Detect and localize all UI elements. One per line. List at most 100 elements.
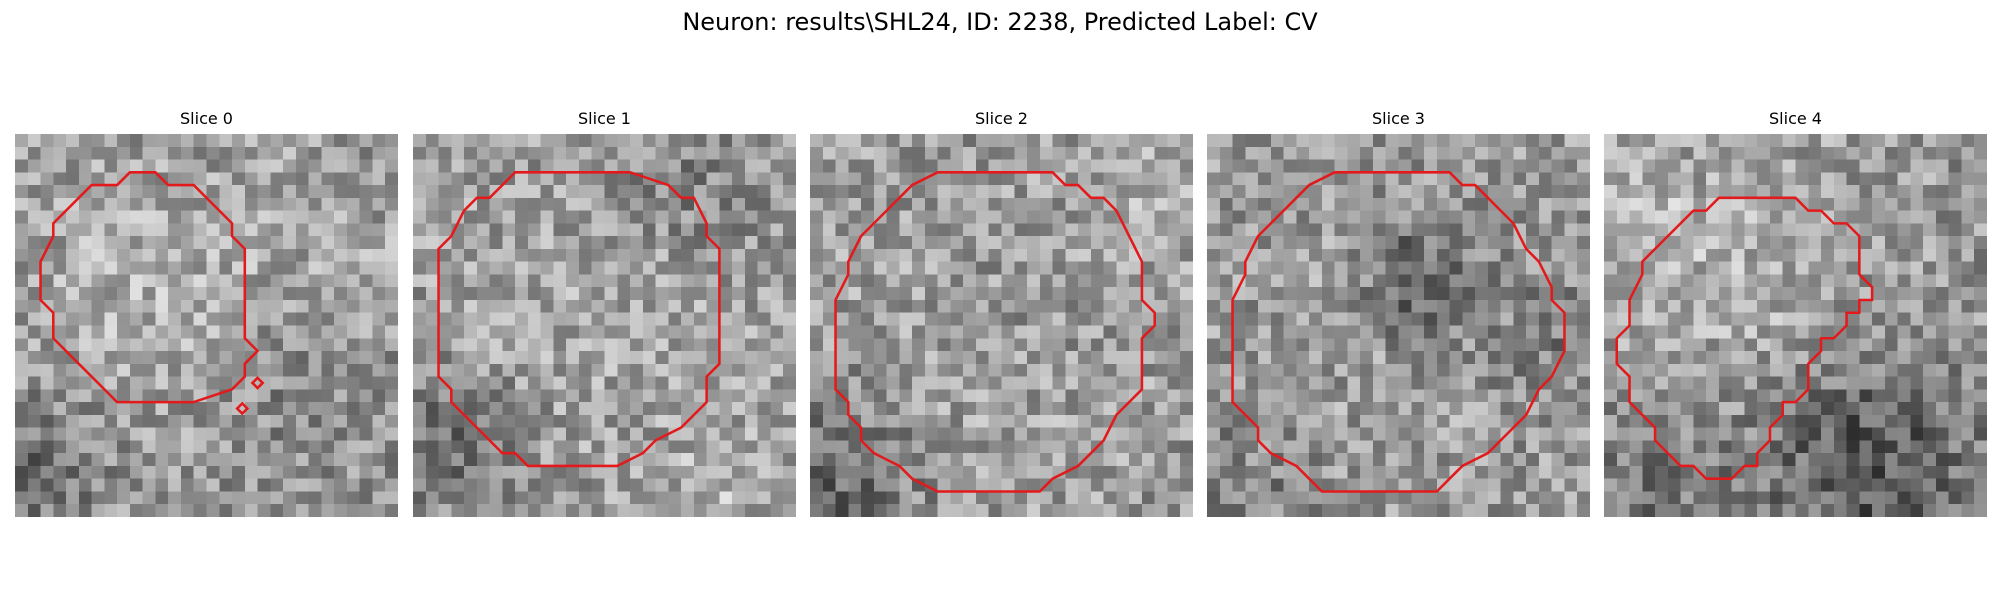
pixel (1283, 338, 1297, 352)
pixel (1232, 299, 1246, 313)
pixel (975, 210, 989, 224)
pixel (681, 363, 695, 377)
pixel (732, 223, 746, 237)
pixel (1616, 299, 1630, 313)
pixel (168, 159, 182, 173)
pixel (1129, 325, 1143, 339)
pixel (770, 223, 784, 237)
pixel (451, 223, 465, 237)
pixel (963, 325, 977, 339)
pixel (1154, 312, 1168, 326)
pixel (283, 338, 297, 352)
pixel (1821, 363, 1835, 377)
pixel (1141, 478, 1155, 492)
pixel (1207, 261, 1221, 275)
pixel (1629, 172, 1643, 186)
pixel (1642, 261, 1656, 275)
pixel (104, 261, 118, 275)
pixel (1027, 389, 1041, 403)
pixel (53, 236, 67, 250)
pixel (1309, 223, 1323, 237)
pixel (206, 185, 220, 199)
pixel (937, 376, 951, 390)
pixel (540, 299, 554, 313)
pixel (553, 325, 567, 339)
pixel (1526, 453, 1540, 467)
pixel (515, 478, 529, 492)
pixel (232, 440, 246, 454)
pixel (476, 414, 490, 428)
pixel (321, 440, 335, 454)
pixel (1680, 223, 1694, 237)
pixel (1207, 389, 1221, 403)
pixel (1078, 440, 1092, 454)
pixel (668, 402, 682, 416)
pixel (1667, 287, 1681, 301)
pixel (1655, 185, 1669, 199)
pixel (334, 440, 348, 454)
pixel (1872, 427, 1886, 441)
pixel (655, 312, 669, 326)
pixel (1154, 159, 1168, 173)
pixel (232, 197, 246, 211)
pixel (1398, 261, 1412, 275)
pixel (1180, 274, 1193, 288)
pixel (668, 210, 682, 224)
pixel (1910, 223, 1924, 237)
pixel (155, 389, 169, 403)
pixel (1564, 402, 1578, 416)
pixel (1167, 236, 1181, 250)
pixel (668, 312, 682, 326)
pixel (206, 427, 220, 441)
pixel (963, 351, 977, 365)
pixel (1321, 134, 1335, 148)
pixel (1744, 185, 1758, 199)
pixel (117, 440, 131, 454)
pixel (988, 504, 1002, 517)
pixel (1833, 236, 1847, 250)
pixel (1424, 287, 1438, 301)
pixel (359, 363, 373, 377)
pixel (1001, 440, 1015, 454)
pixel (1526, 363, 1540, 377)
pixel (155, 287, 169, 301)
pixel (1347, 274, 1361, 288)
pixel (1693, 389, 1707, 403)
pixel (451, 491, 465, 505)
pixel (1551, 261, 1565, 275)
pixel (1039, 172, 1053, 186)
pixel (950, 146, 964, 160)
pixel (15, 491, 29, 505)
pixel (1462, 427, 1476, 441)
pixel (1872, 465, 1886, 479)
pixel (155, 223, 169, 237)
pixel (1948, 197, 1962, 211)
pixel (1757, 223, 1771, 237)
pixel (1039, 504, 1053, 517)
pixel (1245, 402, 1259, 416)
pixel (91, 453, 105, 467)
pixel (1577, 453, 1590, 467)
pixel (1923, 491, 1937, 505)
pixel (40, 414, 54, 428)
pixel (1065, 248, 1079, 262)
pixel (1718, 185, 1732, 199)
pixel (346, 478, 360, 492)
pixel (1270, 414, 1284, 428)
pixel (168, 402, 182, 416)
pixel (1872, 185, 1886, 199)
pixel (1795, 312, 1809, 326)
pixel (988, 159, 1002, 173)
pixel (988, 351, 1002, 365)
pixel (744, 236, 758, 250)
pixel (1245, 363, 1259, 377)
pixel (1718, 363, 1732, 377)
pixel (757, 197, 771, 211)
pixel (1258, 325, 1272, 339)
pixel (1283, 248, 1297, 262)
pixel (1935, 338, 1949, 352)
pixel (783, 236, 796, 250)
pixel (1808, 440, 1822, 454)
pixel (129, 261, 143, 275)
pixel (783, 376, 796, 390)
